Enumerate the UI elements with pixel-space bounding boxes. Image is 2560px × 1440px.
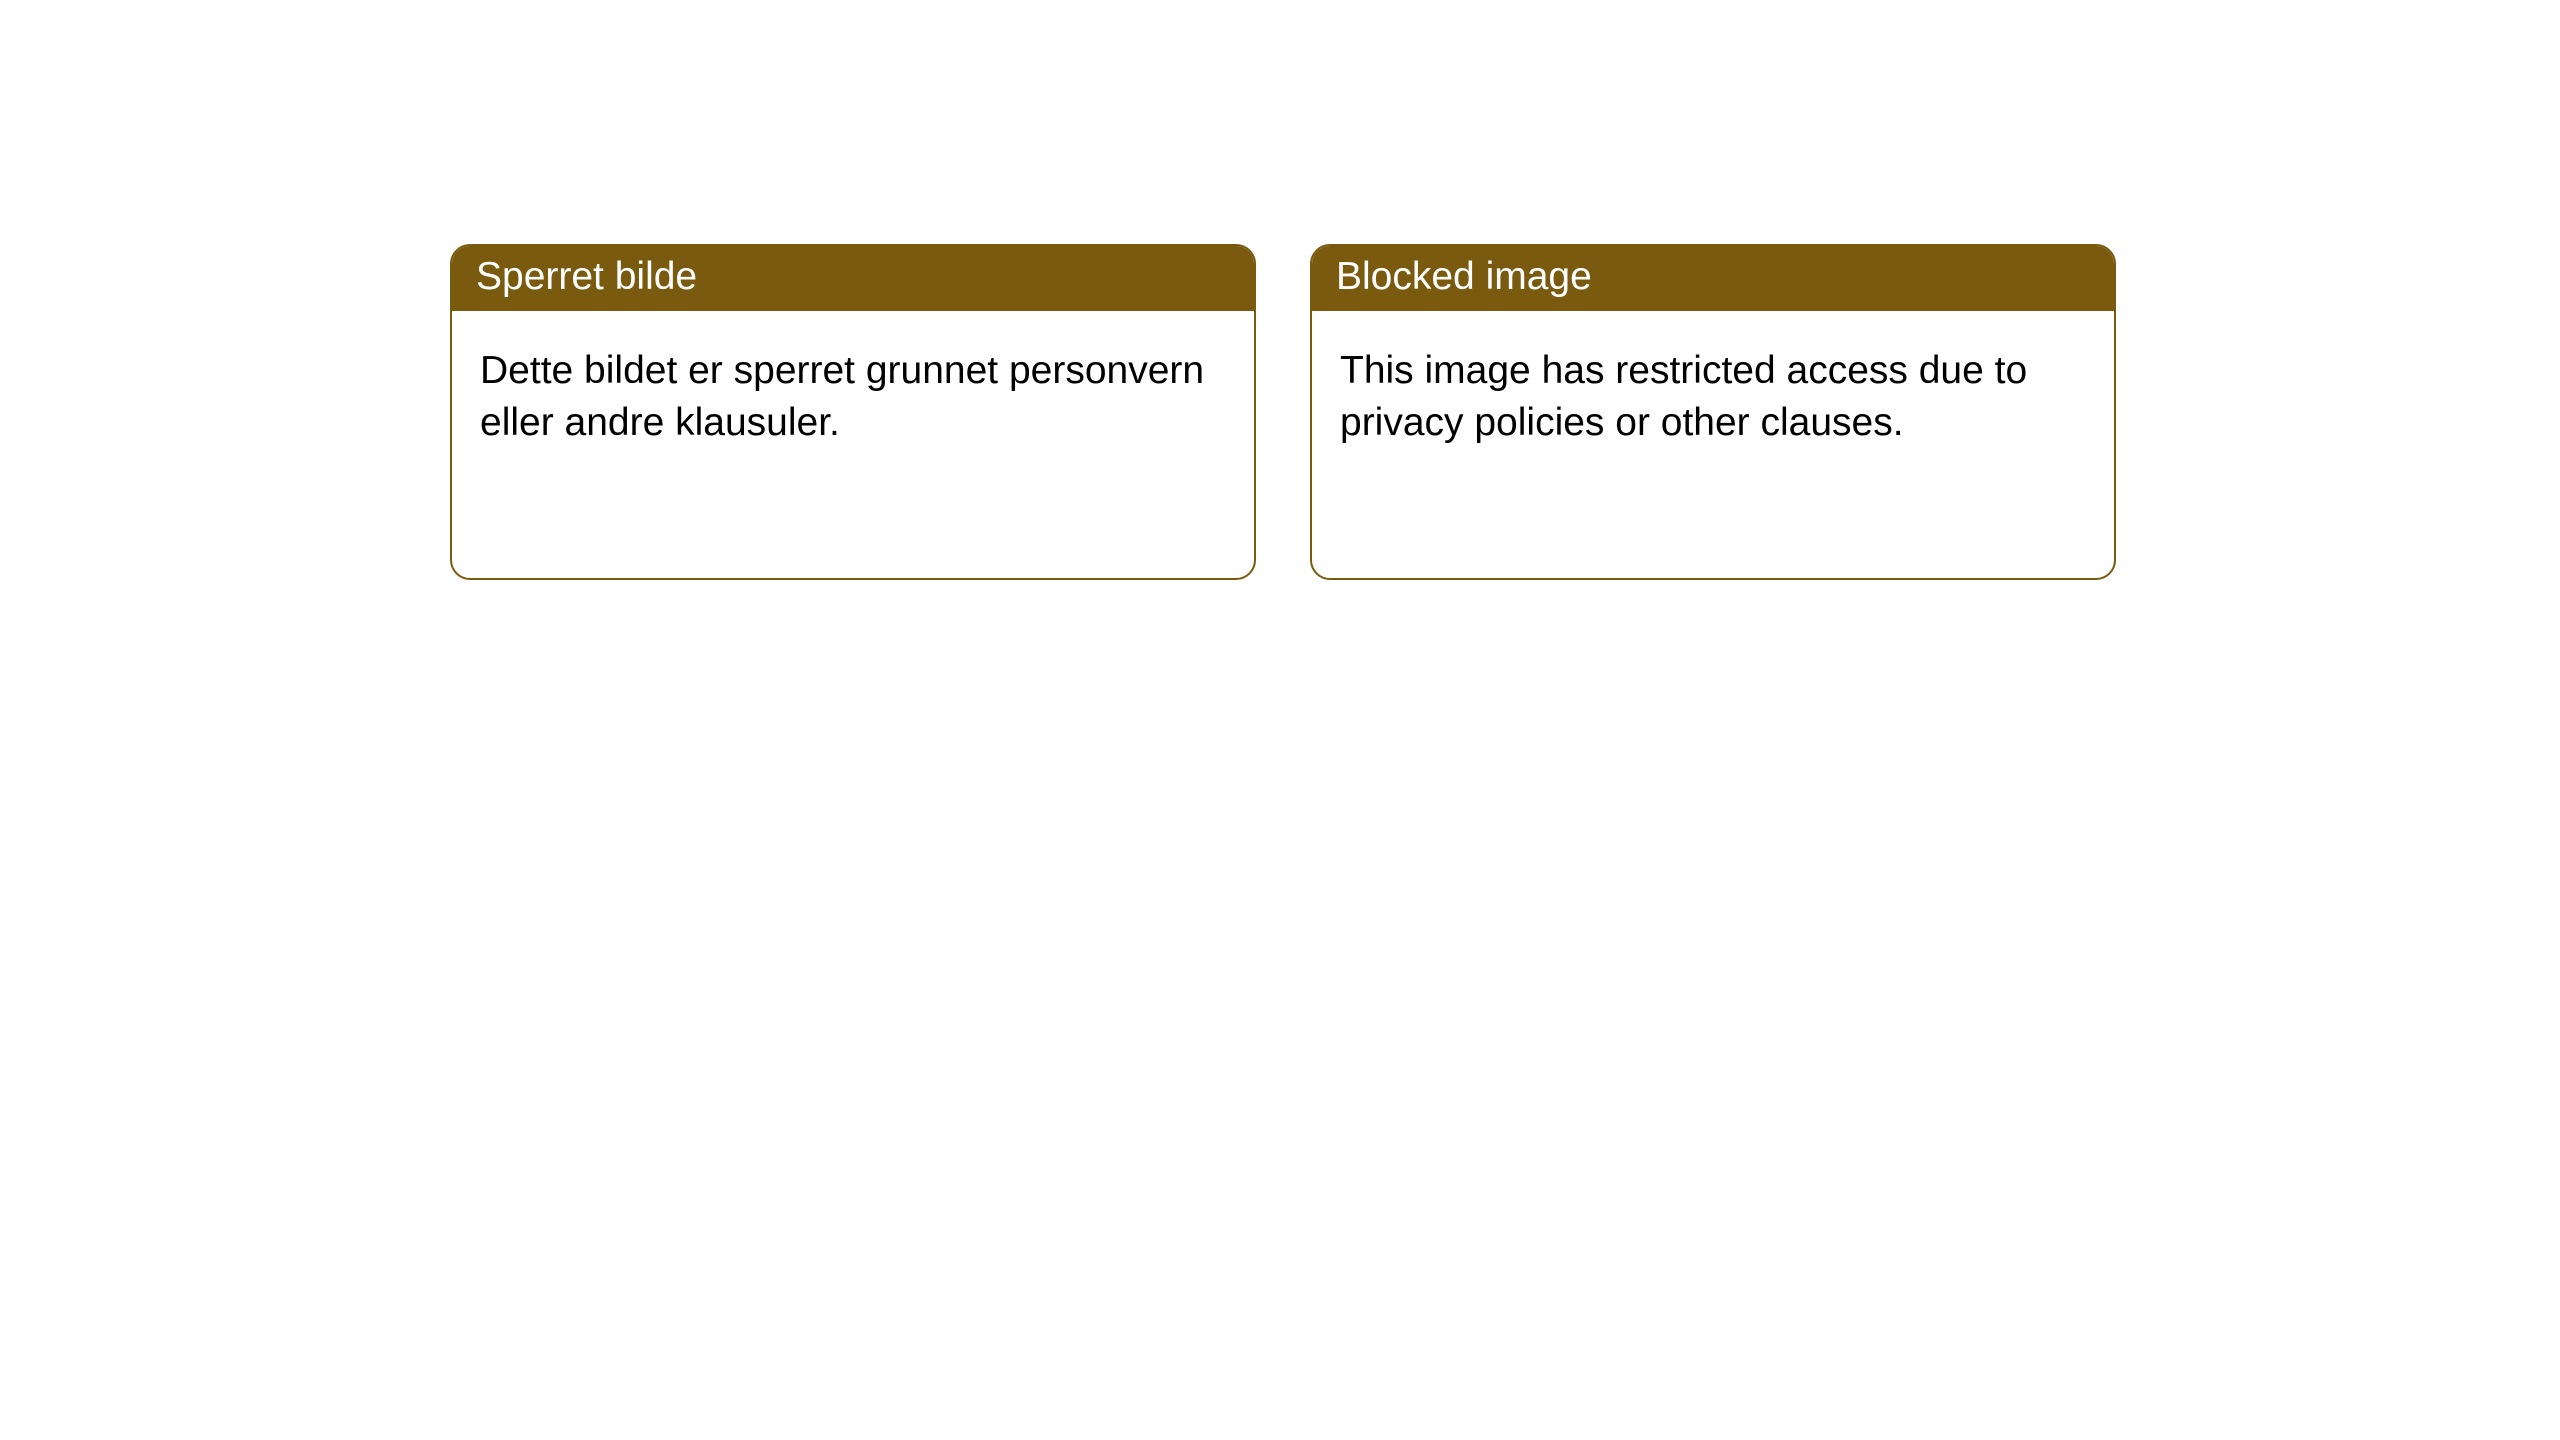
notice-body: This image has restricted access due to … (1312, 311, 2114, 484)
notice-box-norwegian: Sperret bilde Dette bildet er sperret gr… (450, 244, 1256, 580)
notice-header: Sperret bilde (452, 246, 1254, 311)
notice-container: Sperret bilde Dette bildet er sperret gr… (0, 0, 2560, 580)
notice-body: Dette bildet er sperret grunnet personve… (452, 311, 1254, 484)
notice-box-english: Blocked image This image has restricted … (1310, 244, 2116, 580)
notice-header: Blocked image (1312, 246, 2114, 311)
